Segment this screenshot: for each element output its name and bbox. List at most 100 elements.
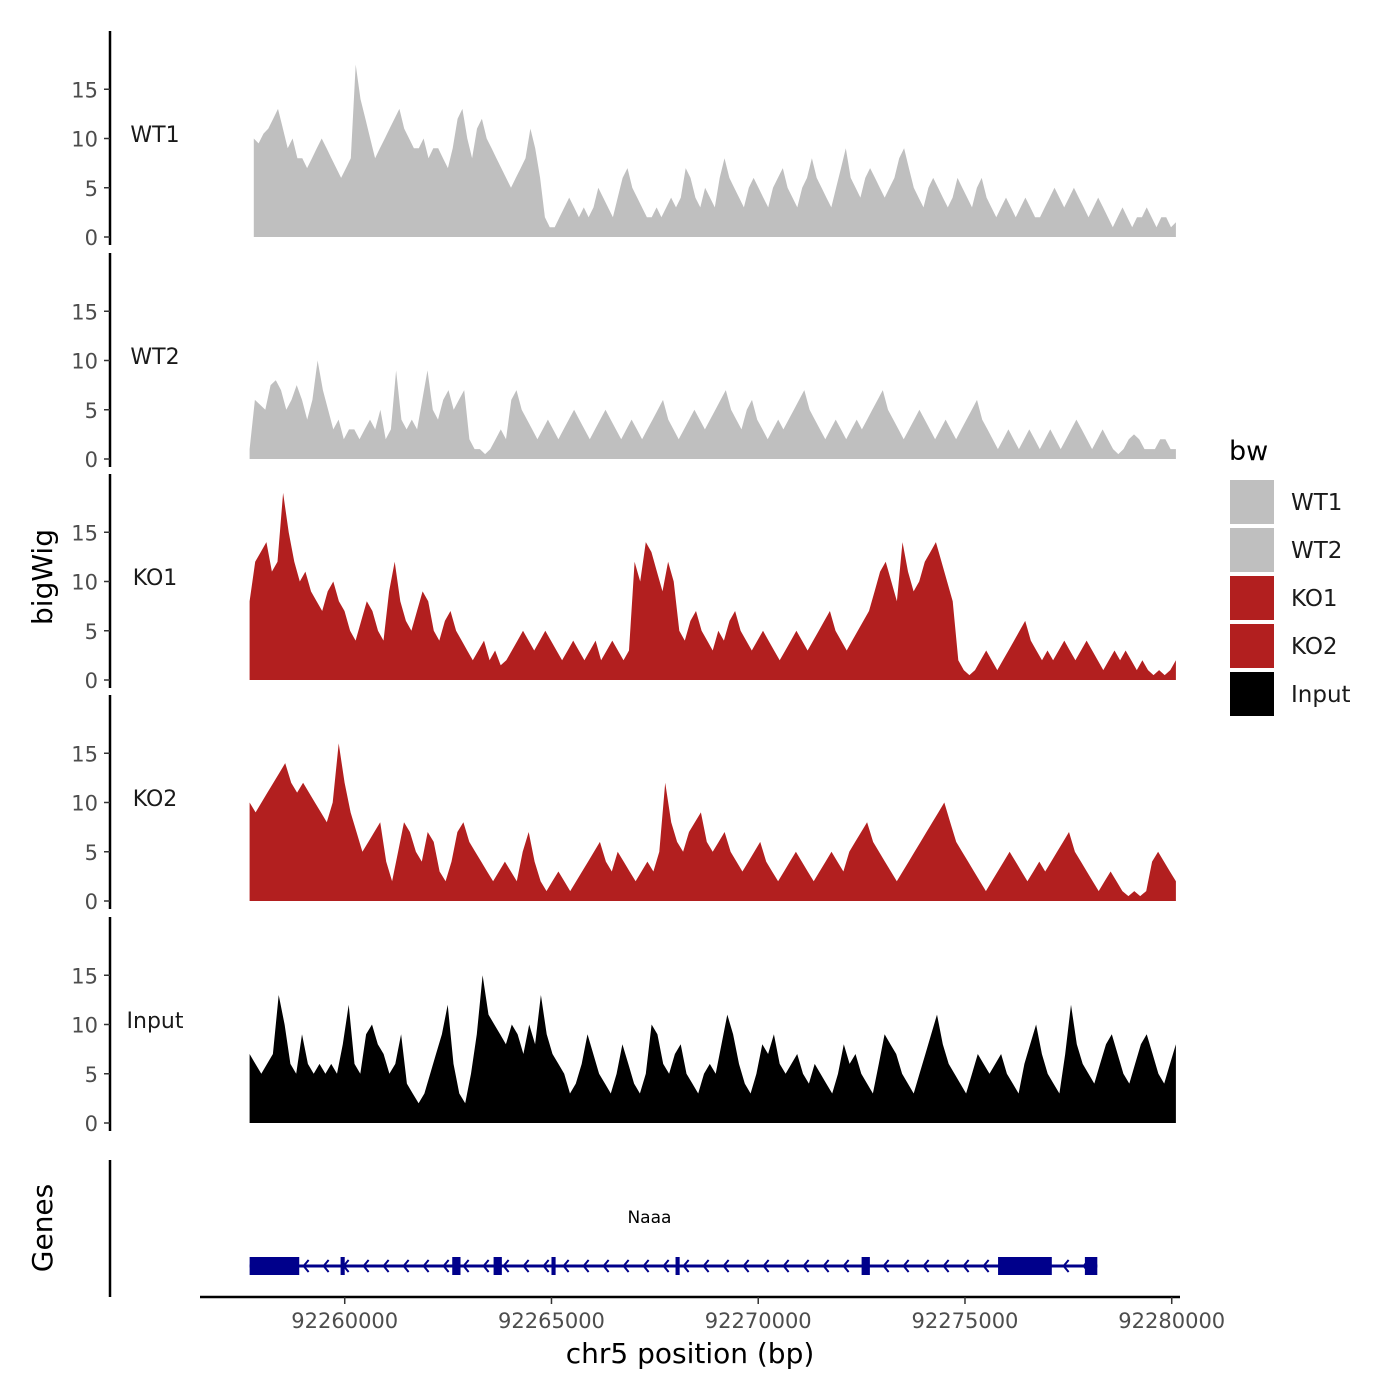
gene-exon bbox=[493, 1257, 502, 1275]
gene-exon bbox=[998, 1257, 1052, 1275]
x-axis-ticks: 92260000 92265000 92270000 92275000 92280000 bbox=[291, 1297, 1225, 1333]
y-tick-label: 15 bbox=[71, 521, 98, 545]
strand-arrow bbox=[382, 1259, 390, 1273]
strand-arrow bbox=[442, 1259, 450, 1273]
legend-label: KO2 bbox=[1291, 634, 1338, 660]
strand-arrow bbox=[882, 1259, 890, 1273]
strand-arrow bbox=[422, 1259, 430, 1273]
strand-arrow bbox=[1062, 1259, 1070, 1273]
strand-arrow bbox=[602, 1259, 610, 1273]
y-tick-label: 0 bbox=[85, 1112, 98, 1136]
strand-arrow bbox=[802, 1259, 810, 1273]
strand-arrow bbox=[542, 1259, 550, 1273]
track-panel-wt2: 0 5 10 15 WT2 bbox=[71, 253, 1176, 472]
strand-arrow bbox=[962, 1259, 970, 1273]
strand-arrow bbox=[482, 1259, 490, 1273]
strand-arrow bbox=[582, 1259, 590, 1273]
y-tick-label: 15 bbox=[71, 964, 98, 988]
legend-label: KO1 bbox=[1291, 586, 1338, 612]
y-tick-label: 5 bbox=[85, 399, 98, 423]
strand-arrow bbox=[562, 1259, 570, 1273]
strand-arrow bbox=[982, 1259, 990, 1273]
legend-item-wt2: WT2 bbox=[1230, 528, 1342, 572]
gene-track-title: Genes bbox=[26, 1184, 59, 1272]
strand-arrow bbox=[522, 1259, 530, 1273]
track-label-wt1: WT1 bbox=[130, 123, 179, 148]
strand-arrow bbox=[302, 1259, 310, 1273]
strand-arrow bbox=[622, 1259, 630, 1273]
y-tick-label: 15 bbox=[71, 300, 98, 324]
strand-arrow bbox=[462, 1259, 470, 1273]
y-tick-label: 10 bbox=[71, 571, 98, 595]
track-label-ko1: KO1 bbox=[133, 566, 178, 591]
signal-area-ko1 bbox=[249, 492, 1176, 680]
x-tick-label: 92280000 bbox=[1118, 1309, 1225, 1333]
legend-swatch bbox=[1230, 480, 1274, 524]
x-tick-label: 92260000 bbox=[291, 1309, 398, 1333]
gene-exon bbox=[861, 1257, 870, 1275]
gene-exon bbox=[340, 1257, 345, 1275]
y-tick-label: 0 bbox=[85, 448, 98, 472]
y-tick-label: 0 bbox=[85, 226, 98, 250]
track-panel-wt1: 0 5 10 15 WT1 bbox=[71, 31, 1176, 250]
legend-swatch bbox=[1230, 528, 1274, 572]
y-tick-label: 10 bbox=[71, 792, 98, 816]
legend: bw WT1 WT2 KO1 KO2 Input bbox=[1229, 436, 1351, 716]
y-axis-title: bigWig bbox=[26, 529, 59, 625]
x-axis-title: chr5 position (bp) bbox=[566, 1337, 815, 1370]
legend-label: WT1 bbox=[1291, 490, 1342, 516]
strand-arrow bbox=[762, 1259, 770, 1273]
strand-arrow bbox=[742, 1259, 750, 1273]
strand-arrow bbox=[902, 1259, 910, 1273]
legend-title: bw bbox=[1229, 436, 1268, 467]
y-tick-label: 10 bbox=[71, 128, 98, 152]
legend-swatch bbox=[1230, 624, 1274, 668]
legend-items: WT1 WT2 KO1 KO2 Input bbox=[1230, 480, 1351, 716]
signal-panels: 0 5 10 15 WT1 0 5 10 15 WT2 0 5 10 15 KO1 0 5 10 15 KO2 0 5 10… bbox=[71, 31, 1176, 1136]
signal-area-wt1 bbox=[253, 64, 1176, 237]
gene-panel: Naaa Genes bbox=[26, 1160, 1098, 1297]
gene-model: Naaa bbox=[249, 1208, 1098, 1275]
y-tick-label: 15 bbox=[71, 78, 98, 102]
x-axis: 92260000 92265000 92270000 92275000 92280000… bbox=[200, 1295, 1225, 1370]
y-tick-label: 10 bbox=[71, 350, 98, 374]
strand-arrow bbox=[942, 1259, 950, 1273]
strand-arrow bbox=[502, 1259, 510, 1273]
strand-arrow bbox=[842, 1259, 850, 1273]
legend-label: Input bbox=[1291, 682, 1351, 708]
x-tick-label: 92270000 bbox=[705, 1309, 812, 1333]
strand-arrow bbox=[682, 1259, 690, 1273]
strand-arrow bbox=[782, 1259, 790, 1273]
y-tick-label: 10 bbox=[71, 1014, 98, 1038]
track-panel-ko2: 0 5 10 15 KO2 bbox=[71, 695, 1176, 914]
y-tick-label: 5 bbox=[85, 177, 98, 201]
legend-item-wt1: WT1 bbox=[1230, 480, 1342, 524]
strand-arrow bbox=[722, 1259, 730, 1273]
strand-arrow bbox=[322, 1259, 330, 1273]
gene-exon bbox=[1084, 1257, 1098, 1275]
strand-arrow bbox=[662, 1259, 670, 1273]
track-panel-ko1: 0 5 10 15 KO1 bbox=[71, 474, 1176, 693]
strand-arrow bbox=[702, 1259, 710, 1273]
y-tick-label: 0 bbox=[85, 669, 98, 693]
strand-arrow bbox=[922, 1259, 930, 1273]
gene-naaa: Naaa bbox=[249, 1208, 1098, 1275]
gene-exon bbox=[249, 1257, 300, 1275]
legend-swatch bbox=[1230, 576, 1274, 620]
strand-arrow bbox=[642, 1259, 650, 1273]
gene-name-label: Naaa bbox=[627, 1208, 671, 1228]
track-panel-input: 0 5 10 15 Input bbox=[71, 917, 1176, 1136]
y-tick-label: 0 bbox=[85, 890, 98, 914]
y-tick-label: 15 bbox=[71, 742, 98, 766]
signal-area-ko2 bbox=[249, 743, 1176, 901]
strand-arrow bbox=[822, 1259, 830, 1273]
legend-label: WT2 bbox=[1291, 538, 1342, 564]
track-label-wt2: WT2 bbox=[130, 345, 179, 370]
track-label-ko2: KO2 bbox=[133, 787, 178, 812]
gene-exon bbox=[675, 1257, 680, 1275]
y-tick-label: 5 bbox=[85, 1063, 98, 1087]
x-tick-label: 92265000 bbox=[498, 1309, 605, 1333]
legend-item-input: Input bbox=[1230, 672, 1351, 716]
gene-exon bbox=[551, 1257, 556, 1275]
